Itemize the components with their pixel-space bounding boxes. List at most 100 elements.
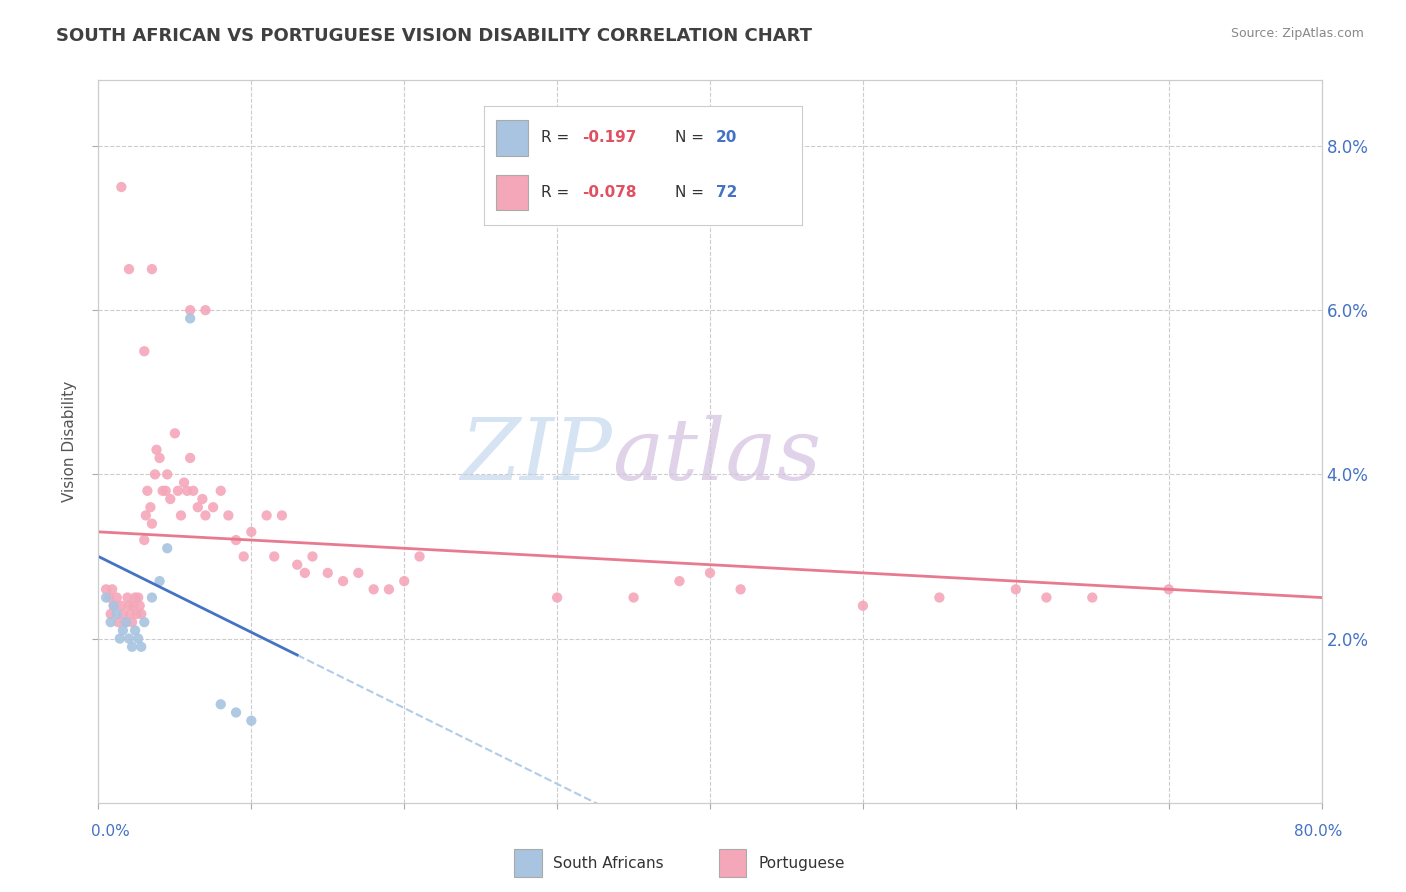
Point	[108, 632, 131, 646]
Point	[134, 344, 156, 359]
Text: 80.0%: 80.0%	[1295, 824, 1343, 838]
Point	[129, 607, 152, 621]
Point	[159, 491, 181, 506]
Point	[98, 591, 121, 605]
Point	[1081, 591, 1104, 605]
Point	[143, 467, 166, 482]
Y-axis label: Vision Disability: Vision Disability	[62, 381, 77, 502]
Point	[105, 591, 128, 605]
Point	[1004, 582, 1026, 597]
Point	[107, 615, 129, 630]
Point	[120, 607, 142, 621]
Point	[623, 591, 645, 605]
Point	[179, 450, 201, 465]
Point	[149, 574, 172, 588]
Point	[225, 706, 247, 720]
Point	[134, 533, 156, 547]
Point	[316, 566, 339, 580]
Point	[117, 591, 139, 605]
Point	[103, 599, 125, 613]
Point	[110, 599, 132, 613]
Point	[101, 582, 124, 597]
Point	[378, 582, 401, 597]
Point	[194, 508, 217, 523]
Point	[155, 483, 177, 498]
Point	[270, 508, 292, 523]
Text: South Africans: South Africans	[554, 855, 664, 871]
Point	[301, 549, 323, 564]
Point	[156, 467, 179, 482]
Point	[124, 591, 146, 605]
Point	[156, 541, 179, 556]
Point	[115, 615, 138, 630]
Point	[103, 599, 125, 613]
Point	[187, 500, 209, 515]
Point	[136, 483, 159, 498]
Point	[118, 262, 141, 277]
Point	[173, 475, 195, 490]
Point	[110, 180, 132, 194]
Text: ZIP: ZIP	[460, 415, 612, 498]
Point	[111, 607, 134, 621]
Point	[232, 549, 254, 564]
Point	[179, 311, 201, 326]
Point	[94, 582, 117, 597]
Point	[363, 582, 385, 597]
Point	[225, 533, 247, 547]
Point	[209, 483, 232, 498]
Point	[121, 640, 143, 654]
Point	[105, 607, 128, 621]
Point	[191, 491, 214, 506]
Point	[730, 582, 752, 597]
FancyBboxPatch shape	[718, 849, 747, 877]
Point	[256, 508, 278, 523]
Point	[546, 591, 568, 605]
Point	[699, 566, 721, 580]
Point	[100, 607, 122, 621]
Point	[263, 549, 285, 564]
Point	[347, 566, 370, 580]
Point	[285, 558, 308, 572]
Point	[141, 262, 163, 277]
Text: SOUTH AFRICAN VS PORTUGUESE VISION DISABILITY CORRELATION CHART: SOUTH AFRICAN VS PORTUGUESE VISION DISAB…	[56, 27, 813, 45]
Point	[1157, 582, 1180, 597]
Point	[141, 591, 163, 605]
Point	[167, 483, 190, 498]
Point	[115, 615, 138, 630]
Text: Portuguese: Portuguese	[758, 855, 845, 871]
Point	[111, 624, 134, 638]
Point	[118, 632, 141, 646]
Point	[127, 632, 149, 646]
Point	[176, 483, 198, 498]
Point	[240, 524, 263, 539]
Point	[179, 303, 201, 318]
Point	[152, 483, 174, 498]
Point	[124, 624, 146, 638]
Point	[928, 591, 950, 605]
Point	[163, 426, 186, 441]
Point	[668, 574, 690, 588]
Point	[141, 516, 163, 531]
Point	[170, 508, 193, 523]
Point	[118, 599, 141, 613]
Point	[94, 591, 117, 605]
Point	[100, 615, 122, 630]
Text: 0.0%: 0.0%	[91, 824, 131, 838]
Point	[145, 442, 167, 457]
Point	[240, 714, 263, 728]
Point	[332, 574, 354, 588]
Point	[127, 591, 149, 605]
Point	[209, 698, 232, 712]
Point	[134, 615, 156, 630]
Point	[392, 574, 416, 588]
Point	[194, 303, 217, 318]
Text: atlas: atlas	[612, 415, 821, 498]
Point	[294, 566, 316, 580]
Point	[121, 615, 143, 630]
Point	[139, 500, 162, 515]
Point	[852, 599, 875, 613]
Point	[217, 508, 239, 523]
Point	[202, 500, 225, 515]
Point	[1035, 591, 1057, 605]
Point	[135, 508, 157, 523]
